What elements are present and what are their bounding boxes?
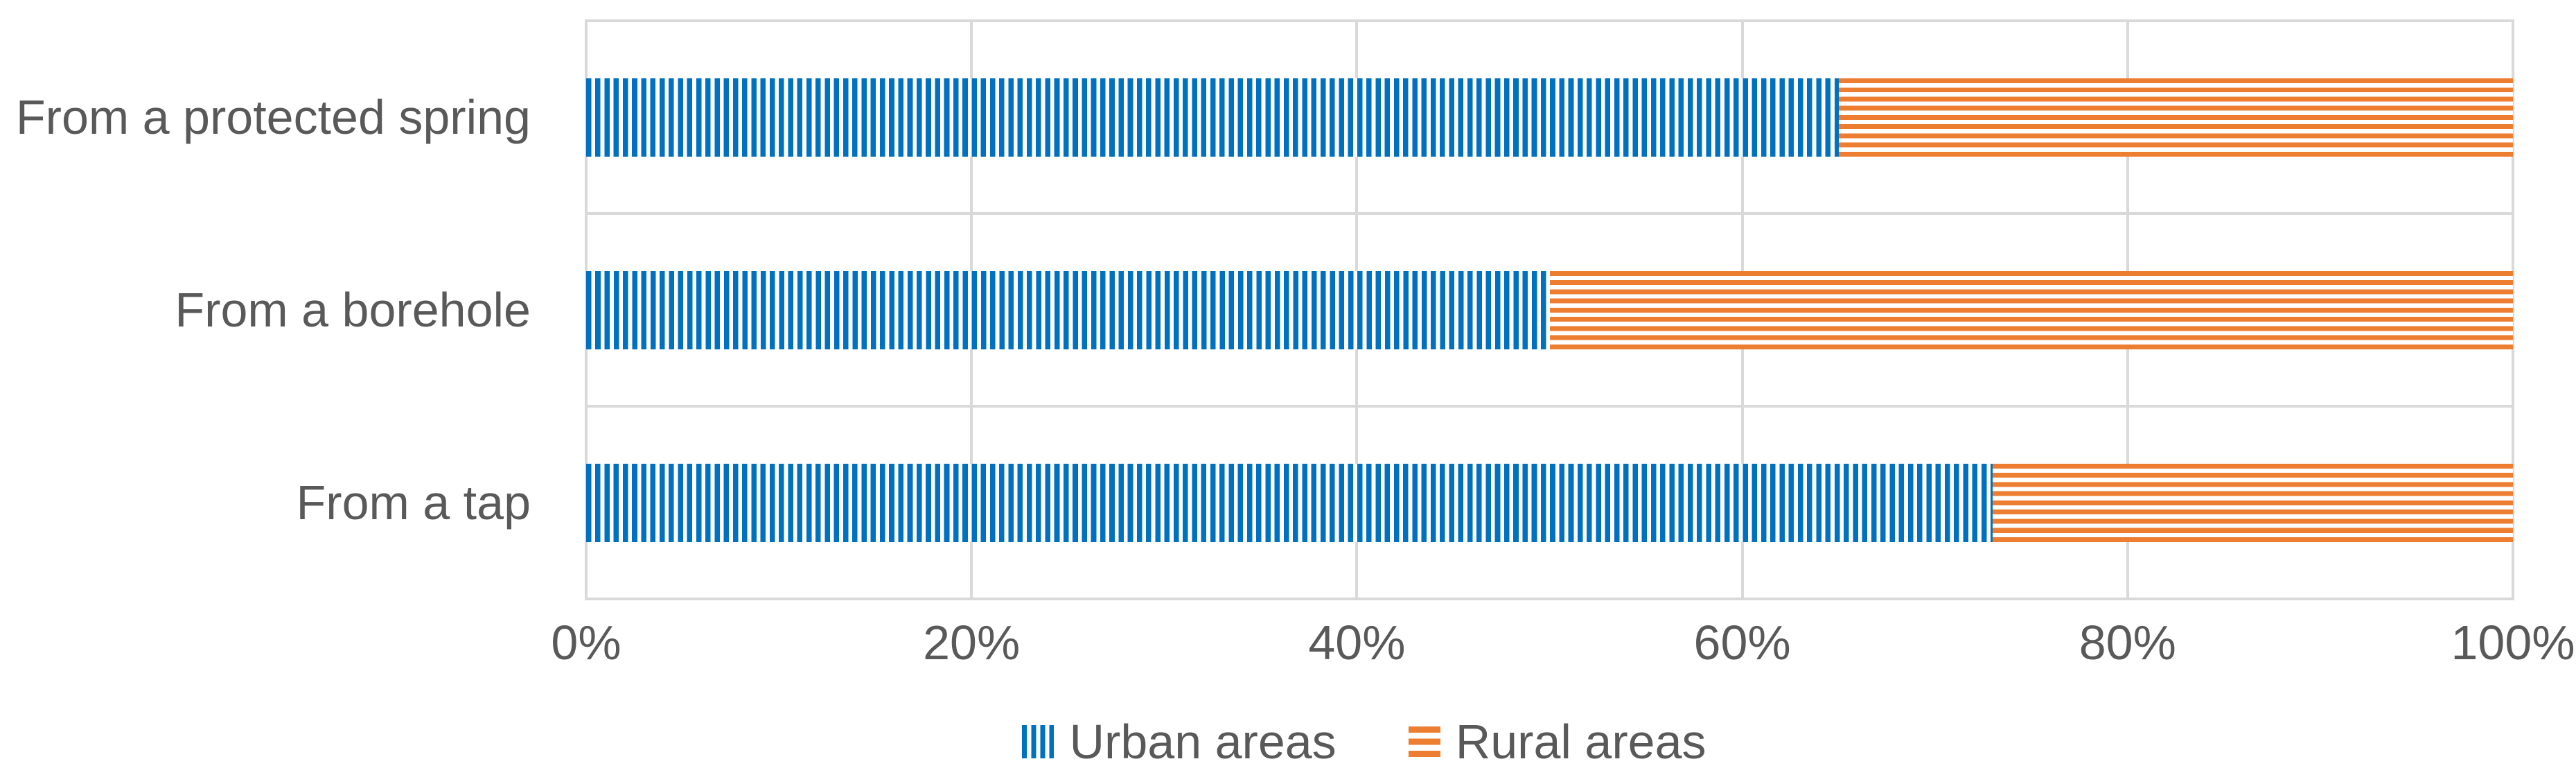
category-label: From a tap	[296, 476, 531, 530]
x-tick-label: 20%	[923, 616, 1021, 670]
bar-row-2	[586, 270, 2513, 349]
legend-label-rural: Rural areas	[1455, 715, 1706, 769]
bar-row-1	[586, 78, 2513, 157]
plot-area	[585, 19, 2514, 600]
bar-segment-urban-areas	[586, 270, 1550, 349]
bar-segment-urban-areas	[586, 463, 1993, 542]
x-tick-label: 100%	[2451, 616, 2575, 670]
bar-segment-rural-areas	[1549, 270, 2513, 349]
bar-segment-rural-areas	[1993, 463, 2513, 542]
x-tick-label: 60%	[1693, 616, 1791, 670]
row-gridline	[586, 405, 2513, 408]
x-tick-label: 80%	[2079, 616, 2176, 670]
category-label: From a protected spring	[15, 90, 531, 144]
legend: Urban areas Rural areas	[0, 708, 2576, 775]
bar-segment-urban-areas	[586, 78, 1839, 157]
x-tick-label: 40%	[1308, 616, 1406, 670]
gridline-100%	[2512, 19, 2514, 600]
x-tick-label: 0%	[551, 616, 621, 670]
legend-item-rural-areas: Rural areas	[1408, 714, 1706, 769]
rural-areas-pattern-swatch-icon	[1408, 726, 1440, 757]
x-axis-line	[586, 598, 2513, 600]
bar-row-3	[586, 463, 2513, 542]
row-gridline	[586, 212, 2513, 215]
plot-top-border	[586, 19, 2513, 22]
legend-item-urban-areas: Urban areas	[1022, 714, 1336, 769]
bar-segment-rural-areas	[1838, 78, 2513, 157]
category-label: From a borehole	[175, 283, 531, 337]
urban-areas-pattern-swatch-icon	[1022, 725, 1055, 758]
legend-label-urban: Urban areas	[1069, 715, 1336, 769]
